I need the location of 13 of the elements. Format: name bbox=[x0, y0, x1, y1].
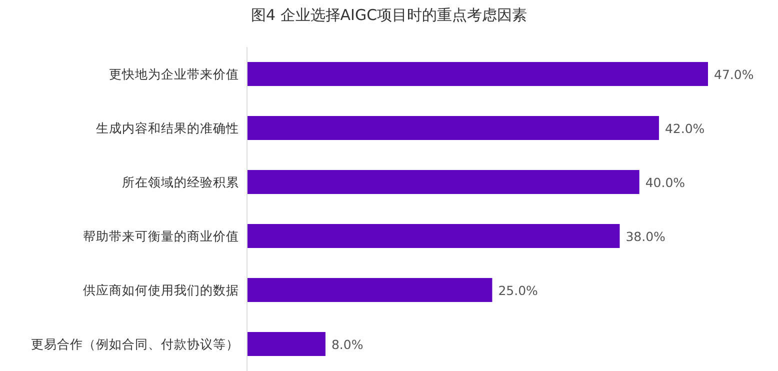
category-label: 生成内容和结果的准确性 bbox=[96, 120, 239, 136]
category-label: 所在领域的经验积累 bbox=[122, 174, 239, 190]
title: 图4 企业选择AIGC项目时的重点考虑因素 bbox=[250, 6, 528, 24]
data-label: 8.0% bbox=[331, 337, 364, 352]
data-label: 42.0% bbox=[664, 121, 705, 136]
category-label: 更易合作（例如合同、付款协议等） bbox=[31, 336, 239, 352]
category-label: 帮助带来可衡量的商业价值 bbox=[83, 228, 239, 244]
category-label: 供应商如何使用我们的数据 bbox=[83, 282, 239, 298]
data-label: 38.0% bbox=[626, 229, 666, 244]
data-label: 47.0% bbox=[714, 67, 754, 82]
data-label: 25.0% bbox=[498, 283, 538, 298]
category-label: 更快地为企业带来价值 bbox=[109, 66, 239, 82]
data-label: 40.0% bbox=[645, 175, 686, 190]
